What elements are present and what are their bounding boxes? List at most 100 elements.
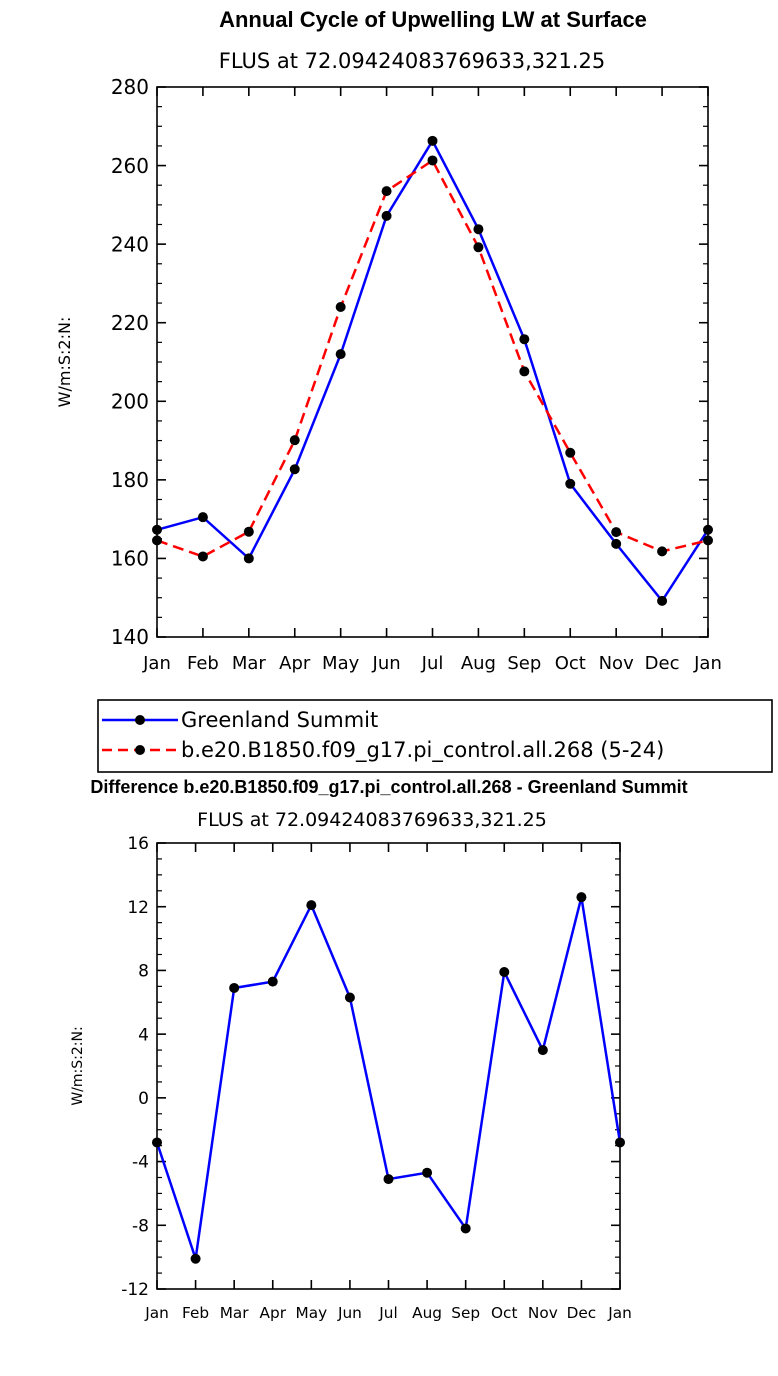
x-tick-label: Nov bbox=[599, 653, 634, 674]
data-point-s1-9 bbox=[565, 447, 576, 458]
data-point-s1-2 bbox=[243, 526, 254, 537]
chart2-plot-frame bbox=[156, 842, 621, 1290]
legend-label-obs: Greenland Summit bbox=[181, 708, 378, 732]
annual-cycle-chart: Annual Cycle of Upwelling LW at Surface … bbox=[55, 7, 722, 674]
x-tick-label: Dec bbox=[567, 1304, 597, 1322]
x-tick-label: Mar bbox=[220, 1304, 250, 1322]
y-tick-label: 280 bbox=[111, 75, 149, 99]
x-tick-label: Jan bbox=[142, 653, 171, 674]
data-point-s0-5 bbox=[381, 210, 392, 221]
y-tick-label: 180 bbox=[111, 468, 149, 492]
data-point-s0-6 bbox=[427, 135, 438, 146]
y-tick-label: 8 bbox=[138, 962, 149, 982]
chart1-axes: 140 160 180 200 220 240 260 280 Jan Feb Mar Apr May J… bbox=[111, 75, 722, 674]
x-tick-label: Feb bbox=[182, 1304, 209, 1322]
chart2-subtitle: FLUS at 72.09424083769633,321.25 bbox=[197, 809, 547, 831]
data-point-s1-12 bbox=[703, 535, 713, 546]
difference-chart: Difference b.e20.B1850.f09_g17.pi_contro… bbox=[70, 777, 688, 1322]
data-point-s1-7 bbox=[473, 242, 484, 253]
y-tick-label: 4 bbox=[138, 1025, 149, 1045]
chart2-series bbox=[152, 892, 625, 1264]
chart2-axes: -12 -8 -4 0 4 8 12 16 Jan Feb Mar Apr May Jun Jul Aug Se… bbox=[121, 834, 632, 1322]
data-point-s0-9 bbox=[565, 478, 576, 489]
data-point-s1-0 bbox=[152, 535, 162, 546]
series-line-1 bbox=[156, 158, 709, 558]
data-point-s1-11 bbox=[657, 546, 668, 557]
data-point-s0-4 bbox=[306, 900, 317, 911]
data-point-s1-3 bbox=[289, 435, 300, 446]
data-point-s0-10 bbox=[537, 1045, 548, 1056]
x-tick-label: Jun bbox=[337, 1304, 362, 1322]
data-point-s0-7 bbox=[473, 224, 484, 235]
chart1-title: Annual Cycle of Upwelling LW at Surface bbox=[219, 7, 647, 32]
x-tick-label: Apr bbox=[260, 1304, 287, 1322]
data-point-s0-11 bbox=[657, 595, 668, 606]
data-point-s0-3 bbox=[289, 464, 300, 475]
data-point-s0-1 bbox=[197, 512, 208, 523]
x-tick-label: Jul bbox=[421, 653, 444, 674]
data-point-s0-7 bbox=[422, 1167, 433, 1178]
chart2-title: Difference b.e20.B1850.f09_g17.pi_contro… bbox=[90, 777, 687, 797]
legend-marker-model bbox=[135, 745, 145, 755]
x-tick-label: Mar bbox=[232, 653, 267, 674]
data-point-s0-2 bbox=[243, 553, 254, 564]
data-point-s0-6 bbox=[383, 1174, 394, 1185]
x-tick-label: Jan bbox=[144, 1304, 169, 1322]
x-tick-label: Oct bbox=[491, 1304, 517, 1322]
x-tick-label: Apr bbox=[279, 653, 311, 674]
y-tick-label: 240 bbox=[111, 232, 149, 256]
x-tick-label: Jul bbox=[378, 1304, 397, 1322]
x-tick-label: May bbox=[296, 1304, 328, 1322]
data-point-s0-3 bbox=[267, 976, 278, 987]
x-tick-label: Sep bbox=[451, 1304, 480, 1322]
x-tick-label: Sep bbox=[507, 653, 541, 674]
data-point-s1-4 bbox=[335, 302, 346, 312]
chart1-subtitle: FLUS at 72.09424083769633,321.25 bbox=[219, 49, 606, 73]
y-tick-label: 0 bbox=[138, 1089, 149, 1109]
y-tick-label: 260 bbox=[111, 154, 149, 178]
series-line-0 bbox=[155, 896, 622, 1260]
x-tick-label: Dec bbox=[645, 653, 680, 674]
legend-marker-obs bbox=[135, 715, 145, 725]
x-tick-label: Nov bbox=[528, 1304, 558, 1322]
y-tick-label: -12 bbox=[121, 1280, 149, 1300]
data-point-s0-8 bbox=[519, 334, 530, 345]
data-point-s0-12 bbox=[703, 524, 713, 535]
data-point-s1-8 bbox=[519, 366, 530, 377]
data-point-s0-12 bbox=[615, 1137, 625, 1148]
legend-box bbox=[97, 699, 773, 773]
x-tick-label: Jun bbox=[372, 653, 401, 674]
x-tick-label: May bbox=[322, 653, 360, 674]
x-tick-label: Oct bbox=[555, 653, 586, 674]
chart1-series bbox=[152, 135, 713, 606]
chart2-ylabel: W/m:S:2:N: bbox=[70, 1026, 86, 1105]
legend: Greenland Summit b.e20.B1850.f09_g17.pi_… bbox=[97, 699, 773, 773]
data-point-s0-0 bbox=[152, 1137, 162, 1148]
data-point-s0-5 bbox=[344, 992, 355, 1003]
data-point-s0-8 bbox=[460, 1223, 471, 1234]
x-tick-label: Feb bbox=[187, 653, 219, 674]
x-tick-label: Jan bbox=[693, 653, 722, 674]
x-tick-label: Jan bbox=[607, 1304, 632, 1322]
data-point-s0-1 bbox=[190, 1253, 201, 1264]
data-point-s0-10 bbox=[611, 538, 622, 549]
y-tick-label: 12 bbox=[127, 898, 149, 918]
y-tick-label: 160 bbox=[111, 547, 149, 571]
data-point-s0-4 bbox=[335, 349, 346, 360]
x-tick-label: Aug bbox=[461, 653, 496, 674]
y-tick-label: -4 bbox=[132, 1153, 149, 1173]
y-tick-label: 16 bbox=[127, 834, 149, 854]
y-tick-label: 220 bbox=[111, 311, 149, 335]
data-point-s0-0 bbox=[152, 524, 162, 535]
data-point-s1-6 bbox=[427, 155, 438, 166]
data-point-s1-1 bbox=[197, 551, 208, 562]
y-tick-label: -8 bbox=[132, 1216, 149, 1236]
series-line-0 bbox=[156, 138, 710, 604]
chart1-ylabel: W/m:S:2:N: bbox=[55, 317, 74, 408]
y-tick-label: 140 bbox=[111, 625, 149, 649]
legend-label-model: b.e20.B1850.f09_g17.pi_control.all.268 (… bbox=[181, 738, 664, 763]
data-point-s0-2 bbox=[229, 982, 240, 993]
data-point-s0-9 bbox=[499, 967, 510, 978]
data-point-s1-10 bbox=[611, 527, 622, 538]
